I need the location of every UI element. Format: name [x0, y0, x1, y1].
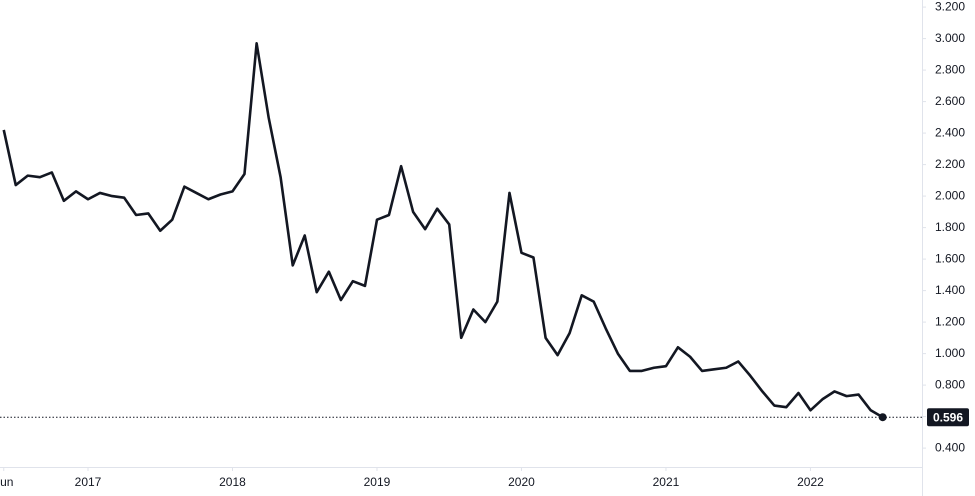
last-point: [878, 413, 887, 422]
y-tick-label: 3.000: [935, 31, 965, 45]
last-value-label: 0.596: [933, 410, 963, 424]
y-tick-label: 1.000: [935, 346, 965, 360]
x-tick-label: 2020: [508, 475, 535, 489]
y-tick-label: 2.000: [935, 188, 965, 202]
y-tick-label: 1.400: [935, 283, 965, 297]
x-tick-label: 2017: [75, 475, 102, 489]
y-tick-label: 1.800: [935, 220, 965, 234]
y-tick-label: 2.200: [935, 157, 965, 171]
y-tick-label: 2.400: [935, 125, 965, 139]
y-tick-label: 0.800: [935, 377, 965, 391]
y-tick-label: 1.200: [935, 314, 965, 328]
y-tick-label: 2.600: [935, 94, 965, 108]
x-tick-label: 2018: [219, 475, 246, 489]
x-tick-label: Jun: [0, 475, 13, 489]
last-value-box: [927, 408, 969, 427]
y-tick-label: 0.400: [935, 440, 965, 454]
y-tick-label: 2.800: [935, 62, 965, 76]
y-tick-label: 1.600: [935, 251, 965, 265]
x-tick-label: 2022: [797, 475, 824, 489]
price-line: [2, 42, 884, 419]
x-tick-label: 2019: [364, 475, 391, 489]
y-tick-label: 3.200: [935, 0, 965, 13]
x-tick-label: 2021: [653, 475, 680, 489]
